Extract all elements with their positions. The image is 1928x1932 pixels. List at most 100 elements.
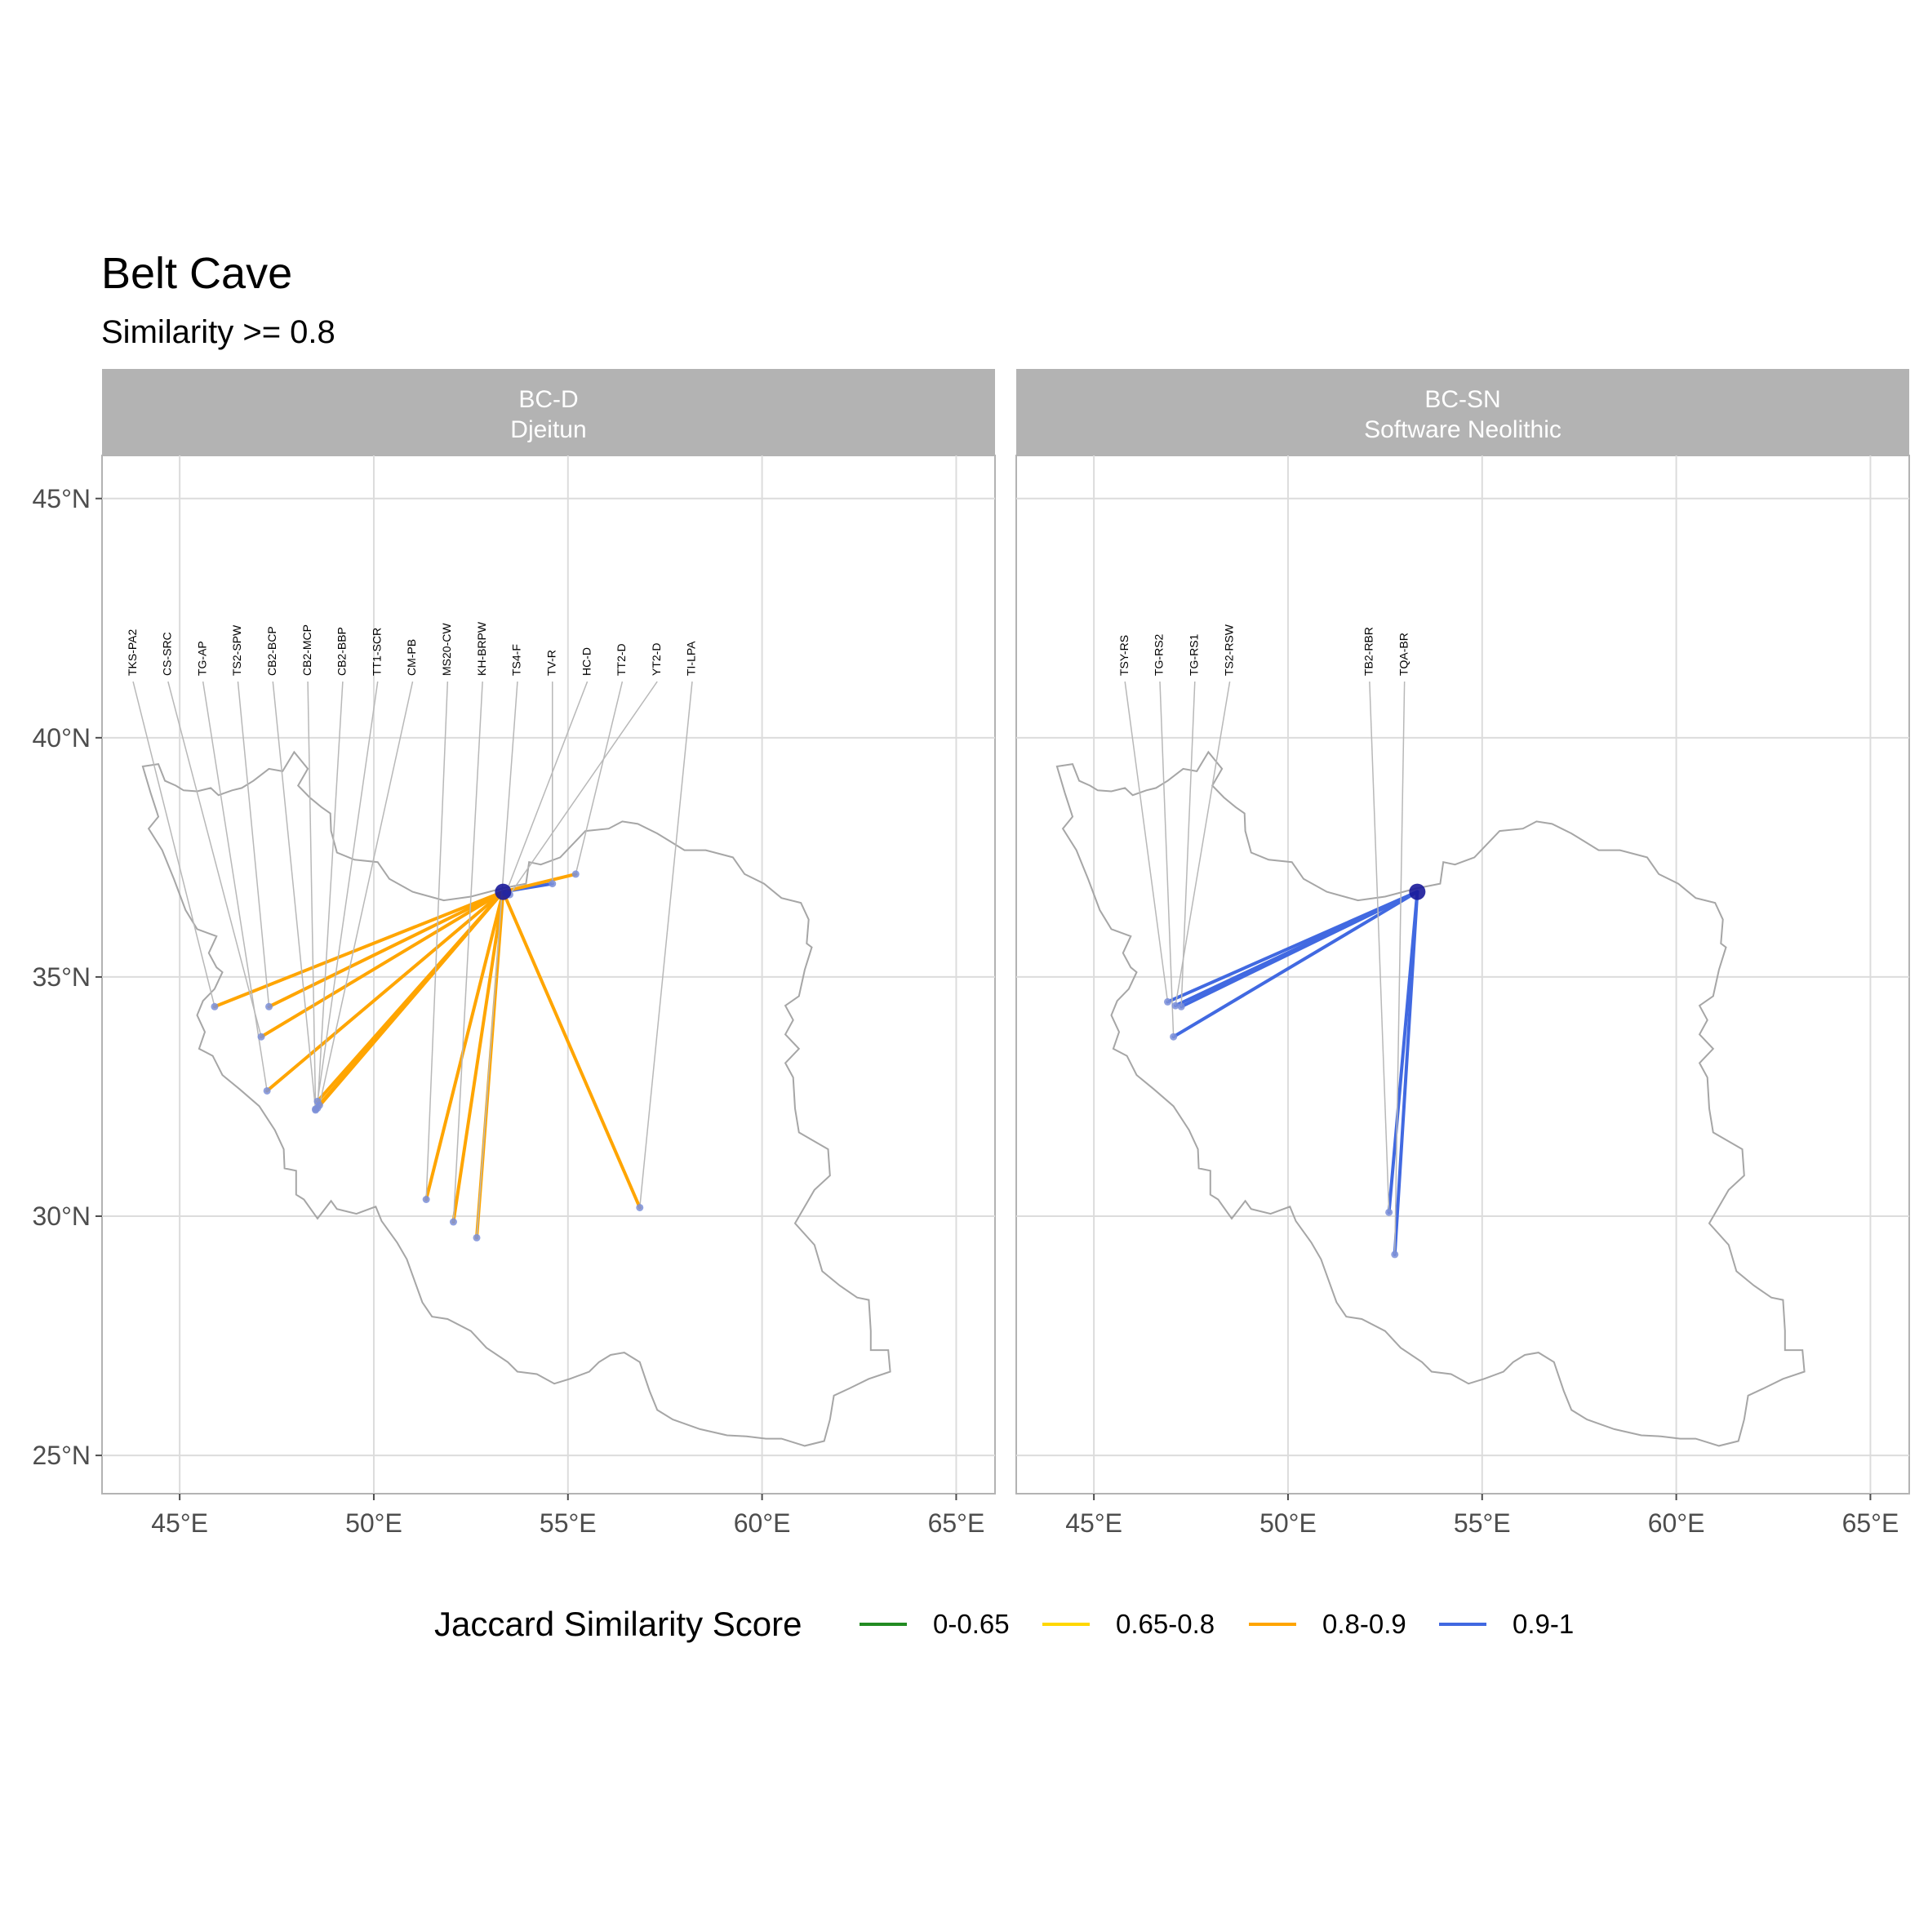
site-label: TB2-RBR	[1362, 627, 1375, 676]
site-label: CB2-BBP	[335, 627, 349, 676]
label-leader-line	[504, 681, 589, 894]
label-leader-line	[237, 681, 270, 1007]
y-tick-label: 40°N	[33, 723, 91, 753]
site-point	[263, 1086, 271, 1095]
site-label: CS-SRC	[161, 632, 174, 676]
x-axis-bc-sn: 45°E 50°E 55°E 60°E 65°E	[1065, 1494, 1899, 1538]
site-label: TG-AP	[195, 641, 208, 676]
label-leader-line	[317, 681, 344, 1108]
facet-strip-code: BC-D	[518, 386, 578, 413]
site-label: TS2-SPW	[230, 624, 243, 676]
x-tick-label: 45°E	[151, 1508, 208, 1538]
x-tick-label: 50°E	[345, 1508, 402, 1538]
site-point	[571, 870, 580, 878]
label-leader-line	[202, 681, 268, 1091]
label-leader-line	[307, 681, 317, 1109]
x-axis-bc-d: 45°E 50°E 55°E 60°E 65°E	[151, 1494, 984, 1538]
legend-item-label: 0.8-0.9	[1322, 1609, 1406, 1639]
site-label: TI-LPA	[685, 641, 698, 676]
label-leader-line	[132, 681, 215, 1007]
site-point	[1164, 997, 1172, 1006]
panel-bc-sn: BC-SN Software Neolithic TSY-RS TG-RS2 TG-…	[1015, 369, 1910, 1495]
y-tick-label: 45°N	[33, 484, 91, 513]
y-tick-label: 30°N	[33, 1201, 91, 1231]
plot-area-bc-d: TKS-PA2 CS-SRC TG-AP TS2-SPW CB2-BCP CB2-MCP C…	[101, 455, 996, 1495]
connection-line	[212, 890, 505, 1009]
panel-bc-d: BC-D Djeitun TKS-PA2 CS-SRC TG-AP TS2-SPW CB…	[101, 369, 996, 1495]
x-tick-label: 60°E	[1648, 1508, 1705, 1538]
connection-line	[1393, 890, 1419, 1256]
site-point	[422, 1196, 430, 1204]
focal-site-point	[495, 883, 512, 900]
label-leader-line	[1159, 681, 1175, 1037]
connection-line	[318, 890, 505, 1108]
figure-title: Belt Cave	[101, 249, 292, 298]
site-label: CM-PB	[405, 639, 418, 676]
site-point	[265, 1002, 273, 1010]
site-point	[1177, 1002, 1185, 1010]
label-leader-line	[1369, 681, 1390, 1213]
label-leader-line	[1394, 681, 1406, 1255]
site-point	[257, 1033, 265, 1041]
site-point	[636, 1203, 644, 1211]
site-label: MS20-CW	[440, 623, 453, 676]
facet-strip-bc-d	[102, 369, 995, 455]
panel-background	[1015, 455, 1910, 1495]
site-point	[1385, 1208, 1393, 1216]
connection-line	[267, 890, 505, 1009]
label-leader-line	[575, 681, 624, 875]
site-label: TG-RS1	[1188, 633, 1201, 676]
facet-strip-bc-sn	[1016, 369, 1909, 455]
connection-line	[1174, 890, 1419, 1008]
figure-subtitle: Similarity >= 0.8	[101, 314, 335, 350]
label-leader-line	[317, 681, 379, 1102]
x-tick-label: 45°E	[1065, 1508, 1122, 1538]
label-leader-line	[272, 681, 317, 1110]
country-outline	[1055, 750, 1806, 1447]
x-tick-label: 60°E	[734, 1508, 791, 1538]
focal-site-point	[1409, 883, 1426, 900]
legend-title: Jaccard Similarity Score	[434, 1605, 802, 1643]
label-leader-line	[509, 681, 658, 895]
legend-item-label: 0.9-1	[1513, 1609, 1574, 1639]
y-tick-label: 25°N	[33, 1441, 91, 1470]
panel-background	[101, 455, 996, 1495]
label-leader-line	[1180, 681, 1196, 1007]
site-point	[315, 1101, 323, 1109]
label-leader-line	[452, 681, 483, 1223]
site-label: TQA-BR	[1397, 633, 1410, 676]
connection-line	[424, 890, 505, 1201]
connection-line	[1171, 890, 1419, 1039]
y-axis: 45°N 40°N 35°N 30°N 25°N	[33, 484, 102, 1470]
connection-line	[265, 890, 505, 1093]
site-label: TS4-F	[510, 644, 523, 676]
site-label: CB2-BCP	[265, 626, 278, 676]
x-tick-label: 55°E	[1454, 1508, 1511, 1538]
site-point	[549, 880, 557, 888]
y-tick-label: 35°N	[33, 962, 91, 992]
site-point	[211, 1002, 219, 1010]
connection-line	[260, 890, 505, 1039]
label-leader-line	[639, 681, 693, 1208]
country-outline	[141, 750, 891, 1447]
x-tick-label: 65°E	[928, 1508, 985, 1538]
site-label: KH-BRPW	[475, 621, 488, 676]
label-leader-line	[476, 681, 518, 1238]
site-label: HC-D	[580, 647, 593, 676]
connection-line	[451, 890, 505, 1224]
label-leader-line	[318, 681, 414, 1106]
connection-line	[501, 890, 642, 1210]
site-label: YT2-D	[650, 643, 663, 676]
facet-strip-code: BC-SN	[1424, 386, 1500, 413]
label-leader-line	[167, 681, 262, 1037]
facet-strip-name: Software Neolithic	[1364, 416, 1562, 443]
site-label: TT2-D	[615, 643, 628, 676]
site-label: TV-R	[544, 650, 558, 676]
label-leader-line	[425, 681, 449, 1200]
site-label: CB2-MCP	[300, 624, 313, 676]
site-point	[473, 1233, 481, 1241]
x-tick-label: 50°E	[1259, 1508, 1317, 1538]
site-point	[449, 1218, 457, 1226]
label-leader-line	[1175, 681, 1231, 1006]
